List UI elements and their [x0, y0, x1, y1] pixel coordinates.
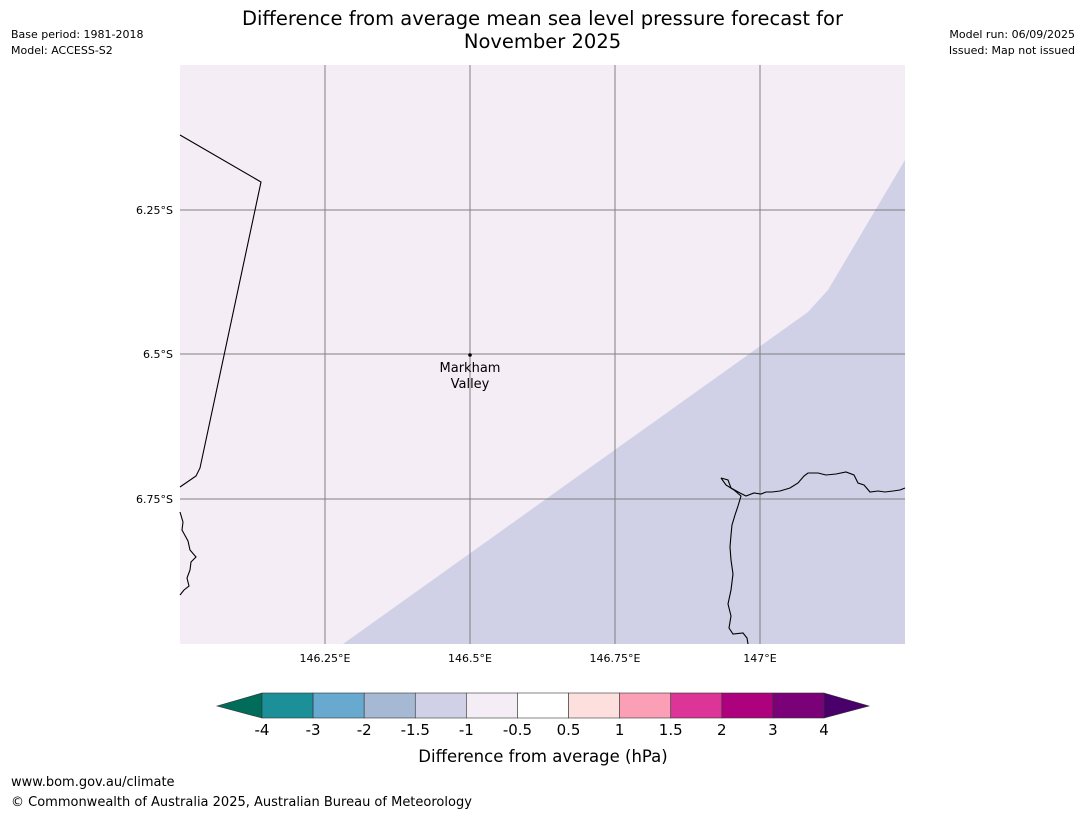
- lon-tick-label: 146.25°E: [300, 652, 351, 665]
- colorbar-segment: [261, 692, 314, 719]
- coastline: [179, 134, 906, 645]
- colorbar-tick-label: -1.5: [401, 721, 430, 739]
- colorbar-tick-label: -0.5: [503, 721, 532, 739]
- colorbar-tick-label: 1.5: [659, 721, 683, 739]
- colorbar-tick-label: -4: [255, 721, 270, 739]
- colorbar-title: Difference from average (hPa): [418, 747, 667, 766]
- lat-tick-labels: 6.25°S 6.5°S 6.75°S: [136, 204, 173, 506]
- lon-tick-label: 147°E: [743, 652, 776, 665]
- anomaly-region: [343, 160, 905, 644]
- colorbar-segment: [772, 692, 825, 719]
- coastline-east: [720, 471, 906, 497]
- colorbar-tick-label: 0.5: [557, 721, 581, 739]
- footer-copyright: © Commonwealth of Australia 2025, Austra…: [11, 795, 472, 810]
- colorbar-tick-label: -2: [357, 721, 372, 739]
- model-name: Model: ACCESS-S2: [11, 44, 113, 57]
- colorbar-under-arrow: [215, 692, 263, 719]
- colorbar-tick-label: -1: [459, 721, 474, 739]
- base-period: Base period: 1981-2018: [11, 28, 144, 41]
- title-line-2: November 2025: [463, 30, 622, 53]
- issued-status: Issued: Map not issued: [948, 44, 1075, 57]
- place-label-line-2: Valley: [451, 377, 490, 392]
- colorbar-segments: [261, 692, 825, 719]
- colorbar-segment: [721, 692, 774, 719]
- lat-tick-label: 6.5°S: [143, 348, 173, 361]
- colorbar-segment: [312, 692, 365, 719]
- lon-tick-labels: 146.25°E 146.5°E 146.75°E 147°E: [300, 652, 777, 665]
- colorbar-segment: [517, 692, 569, 719]
- place-marker: [468, 353, 472, 357]
- model-run: Model run: 06/09/2025: [949, 28, 1075, 41]
- colorbar: -4 -3 -2 -1.5 -1 -0.5 0.5 1 1.5 2 3 4: [215, 692, 871, 739]
- colorbar-tick-label: 4: [819, 721, 829, 739]
- lon-tick-label: 146.5°E: [448, 652, 492, 665]
- map-title: Difference from average mean sea level p…: [170, 7, 915, 53]
- colorbar-tick-label: 1: [615, 721, 625, 739]
- lat-tick-label: 6.25°S: [136, 204, 173, 217]
- colorbar-labels: -4 -3 -2 -1.5 -1 -0.5 0.5 1 1.5 2 3 4: [255, 721, 829, 739]
- colorbar-segment: [619, 692, 672, 719]
- title-line-1: Difference from average mean sea level p…: [242, 7, 843, 30]
- footer-url[interactable]: www.bom.gov.au/climate: [11, 775, 175, 790]
- colorbar-tick-label: 3: [768, 721, 778, 739]
- colorbar-segment: [670, 692, 723, 719]
- coastline-west: [179, 511, 197, 596]
- lat-tick-label: 6.75°S: [136, 493, 173, 506]
- colorbar-segment: [466, 692, 518, 719]
- colorbar-segment: [363, 692, 416, 719]
- colorbar-tick-label: -3: [306, 721, 321, 739]
- border-line: [179, 134, 262, 488]
- lon-tick-label: 146.75°E: [590, 652, 641, 665]
- colorbar-over-arrow: [823, 692, 871, 719]
- colorbar-segment: [414, 692, 467, 719]
- place-label-line-1: Markham: [440, 361, 501, 376]
- coastline-river: [720, 477, 749, 645]
- colorbar-segment: [568, 692, 620, 719]
- colorbar-tick-label: 2: [717, 721, 727, 739]
